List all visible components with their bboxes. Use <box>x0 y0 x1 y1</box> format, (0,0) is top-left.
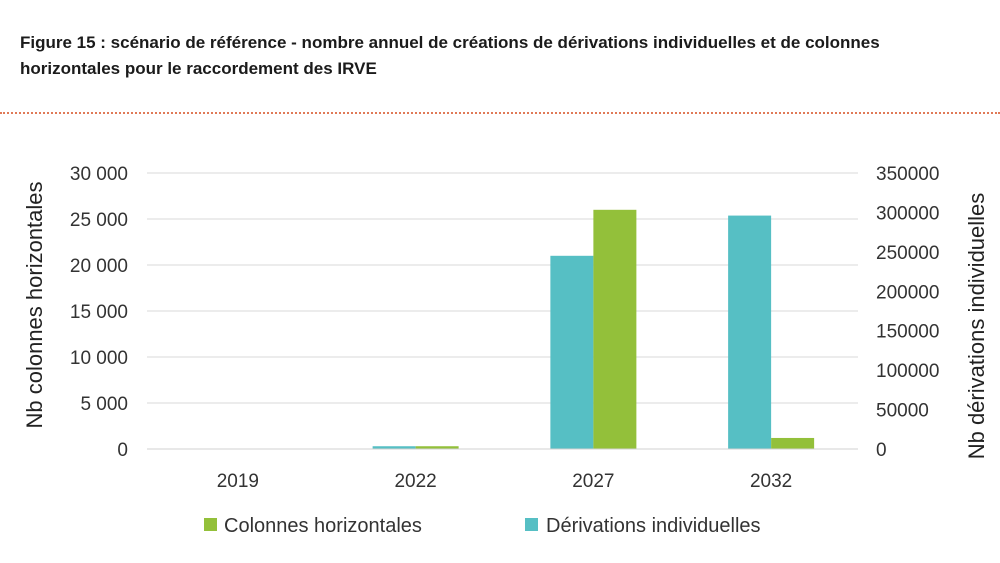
bar <box>771 437 815 449</box>
right-tick-label: 350000 <box>876 164 939 185</box>
x-tick-label: 2032 <box>750 471 792 492</box>
left-tick-label: 0 <box>117 440 128 461</box>
legend-label: Colonnes horizontales <box>224 515 422 537</box>
bar <box>550 255 594 449</box>
legend-label: Dérivations individuelles <box>546 515 761 537</box>
dotted-separator <box>0 112 1000 114</box>
right-tick-label: 150000 <box>876 322 939 343</box>
right-tick-label: 300000 <box>876 203 939 224</box>
left-tick-label: 15 000 <box>70 302 128 323</box>
left-tick-label: 5 000 <box>80 394 128 415</box>
right-tick-label: 200000 <box>876 282 939 303</box>
left-tick-label: 10 000 <box>70 348 128 369</box>
left-axis-ticks: 0 5 000 10 000 15 000 20 000 25 000 30 000 <box>70 164 128 461</box>
x-tick-label: 2022 <box>394 471 436 492</box>
x-tick-label: 2019 <box>217 471 259 492</box>
bar <box>372 446 416 449</box>
right-axis-ticks: 0 50000 100000 150000 200000 250000 300000 3500… <box>876 164 939 461</box>
bar <box>415 446 459 449</box>
bar <box>593 209 637 449</box>
bar <box>728 215 772 449</box>
legend: Colonnes horizontales Dérivations individ… <box>204 515 761 537</box>
x-axis-ticks: 2019 2022 2027 2032 <box>217 471 793 492</box>
left-axis-title: Nb colonnes horizontales <box>22 181 47 428</box>
right-tick-label: 100000 <box>876 361 939 382</box>
left-tick-label: 20 000 <box>70 256 128 277</box>
right-tick-label: 0 <box>876 440 887 461</box>
legend-swatch <box>525 518 538 531</box>
figure-title: Figure 15 : scénario de référence - nomb… <box>20 33 880 78</box>
right-axis-title: Nb dérivations individuelles <box>964 193 989 460</box>
bars <box>372 209 815 449</box>
left-tick-label: 25 000 <box>70 210 128 231</box>
right-tick-label: 250000 <box>876 243 939 264</box>
x-tick-label: 2027 <box>572 471 614 492</box>
right-tick-label: 50000 <box>876 401 929 422</box>
legend-swatch <box>204 518 217 531</box>
left-tick-label: 30 000 <box>70 164 128 185</box>
